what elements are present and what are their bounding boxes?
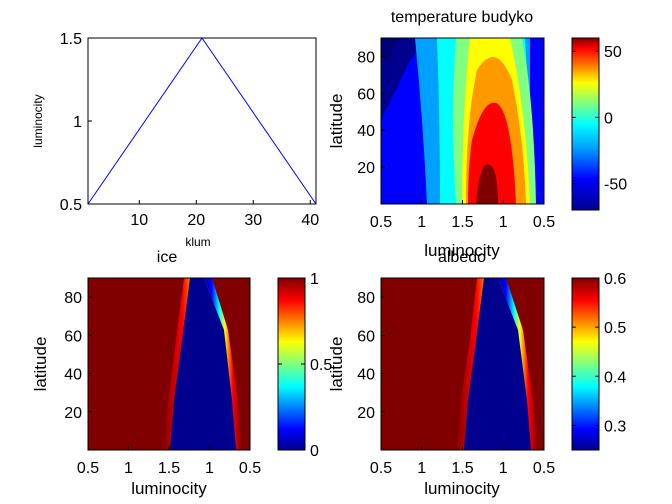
x-tick-label: 1.5 bbox=[451, 214, 473, 231]
ice-xlabel: luminocity bbox=[131, 479, 207, 498]
y-tick-label: 0.5 bbox=[60, 197, 82, 214]
ice-colorbar bbox=[277, 277, 306, 451]
x-tick-label: 20 bbox=[187, 212, 205, 229]
ice-title: ice bbox=[157, 249, 178, 266]
albedo-y-ticks: 20 40 60 80 bbox=[357, 290, 385, 422]
luminosity-line bbox=[87, 37, 317, 205]
x-tick-label: 0.5 bbox=[77, 460, 99, 477]
y-tick-label: 40 bbox=[64, 367, 82, 384]
colorbar-tick-label: 0.5 bbox=[604, 320, 626, 337]
y-tick-label: 20 bbox=[64, 405, 82, 422]
albedo-title: albedo bbox=[438, 249, 486, 266]
colorbar-tick-label: 0.4 bbox=[604, 369, 626, 386]
temperature-field bbox=[381, 38, 544, 204]
x-tick-label: 1.5 bbox=[451, 460, 473, 477]
y-tick-label: 40 bbox=[357, 367, 375, 384]
albedo-field bbox=[381, 278, 544, 450]
x-tick-label: 0.5 bbox=[370, 214, 392, 231]
temperature-title: temperature budyko bbox=[391, 9, 533, 26]
colorbar-tick-label: 0.3 bbox=[604, 418, 626, 435]
y-tick-label: 80 bbox=[357, 290, 375, 307]
x-tick-label: 1 bbox=[205, 460, 214, 477]
albedo-xlabel: luminocity bbox=[424, 479, 500, 498]
temperature-panel: temperature budyko 0.5 1 1.5 1 0.5 20406080 … bbox=[327, 9, 627, 260]
luminosity-x-ticks: 10 20 30 40 bbox=[130, 200, 319, 229]
luminosity-xlabel: klum bbox=[185, 235, 210, 249]
x-tick-label: 30 bbox=[244, 212, 262, 229]
luminosity-y-ticks: 0.5 1 1.5 bbox=[60, 31, 92, 214]
x-tick-label: 10 bbox=[130, 212, 148, 229]
albedo-ylabel: latitude bbox=[327, 337, 346, 392]
x-tick-label: 0.5 bbox=[533, 214, 555, 231]
temperature-ylabel: latitude bbox=[327, 94, 346, 149]
colorbar-tick-label: 50 bbox=[604, 44, 622, 61]
y-tick-label: 80 bbox=[64, 290, 82, 307]
x-tick-label: 1 bbox=[417, 214, 426, 231]
luminosity-panel: 10 20 30 40 0.5 1 1.5 klum luminocity bbox=[31, 31, 319, 249]
x-tick-label: 1 bbox=[499, 214, 508, 231]
colorbar-tick-label: -50 bbox=[604, 177, 627, 194]
y-tick-label: 40 bbox=[357, 123, 375, 140]
colorbar-tick-label: 0.6 bbox=[604, 271, 626, 288]
ice-x-ticks: 0.5 1 1.5 1 0.5 bbox=[77, 446, 261, 477]
y-tick-label: 1.5 bbox=[60, 31, 82, 48]
temperature-x-ticks: 0.5 1 1.5 1 0.5 bbox=[370, 200, 555, 231]
ice-ylabel: latitude bbox=[31, 337, 50, 392]
x-tick-label: 1 bbox=[417, 460, 426, 477]
x-tick-label: 0.5 bbox=[370, 460, 392, 477]
albedo-colorbar-ticks: 0.6 0.5 0.4 0.3 bbox=[572, 271, 626, 435]
ice-field bbox=[88, 278, 250, 450]
y-tick-label: 80 bbox=[357, 49, 375, 66]
x-tick-label: 1 bbox=[124, 460, 133, 477]
albedo-panel: albedo 0.5 1 1.5 1 0.5 20 40 60 80 luminocity l… bbox=[327, 249, 626, 498]
albedo-colorbar bbox=[571, 277, 600, 451]
ice-colorbar-ticks: 10.50 bbox=[278, 271, 332, 460]
ice-panel: ice 0.5 1 1.5 1 0.5 20 40 60 80 luminocity lati… bbox=[31, 249, 332, 498]
x-tick-label: 0.5 bbox=[533, 460, 555, 477]
y-tick-label: 60 bbox=[357, 328, 375, 345]
y-tick-label: 60 bbox=[64, 328, 82, 345]
albedo-x-ticks: 0.5 1 1.5 1 0.5 bbox=[370, 446, 555, 477]
colorbar-tick-label: 0 bbox=[310, 443, 319, 460]
x-tick-label: 1 bbox=[499, 460, 508, 477]
colorbar-tick-label: 1 bbox=[310, 271, 319, 288]
y-tick-label: 1 bbox=[73, 114, 82, 131]
temperature-xlabel: luminocity bbox=[424, 241, 500, 260]
temperature-y-ticks: 20 40 60 80 bbox=[357, 49, 385, 177]
y-tick-label: 60 bbox=[357, 86, 375, 103]
temperature-colorbar bbox=[571, 37, 600, 211]
x-tick-label: 0.5 bbox=[239, 460, 261, 477]
colorbar-tick-label: 0 bbox=[604, 110, 613, 127]
luminosity-axes bbox=[87, 37, 317, 205]
temperature-colorbar-ticks: 50 0 -50 bbox=[572, 44, 627, 194]
colorbar-tick-label: 0.5 bbox=[310, 357, 332, 374]
x-tick-label: 1.5 bbox=[158, 460, 180, 477]
ice-y-ticks: 20 40 60 80 bbox=[64, 290, 92, 422]
y-tick-label: 20 bbox=[357, 160, 375, 177]
x-tick-label: 40 bbox=[301, 212, 319, 229]
luminosity-ylabel: luminocity bbox=[31, 94, 45, 147]
y-tick-label: 20 bbox=[357, 405, 375, 422]
